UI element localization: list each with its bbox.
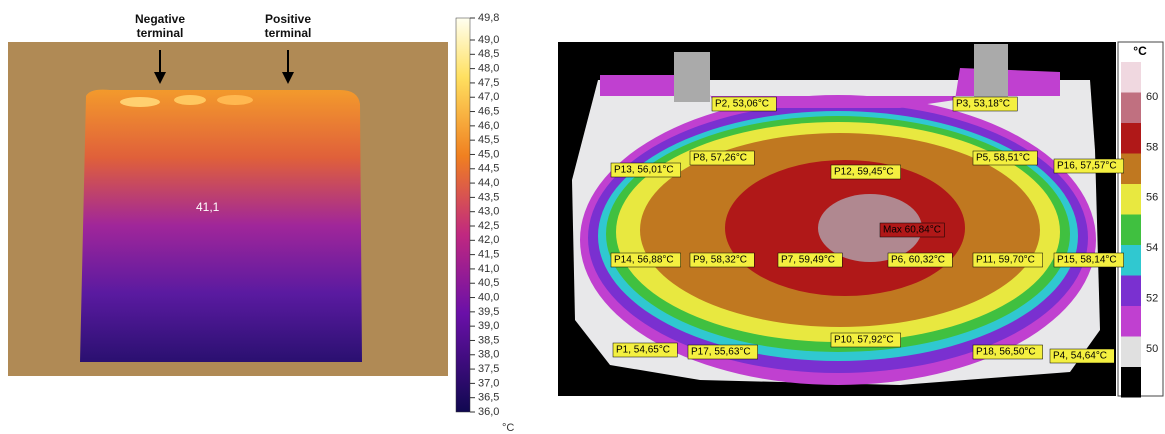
figure: °C 60 58 56 54 52 50 P2, 53,06°C P3, 53,18°C P13… (0, 0, 1165, 434)
colorbar-band (1121, 306, 1141, 337)
right-colorbar: °C 60 58 56 54 52 50 (1118, 42, 1163, 398)
colorbar-label: 38,5 (478, 334, 499, 346)
colorbar-label: 56 (1146, 192, 1158, 204)
page: °C 60 58 56 54 52 50 P2, 53,06°C P3, 53,18°C P13… (0, 0, 1165, 434)
point-label: P15, 58,14°C (1057, 255, 1117, 266)
colorbar-label: 42,0 (478, 234, 499, 246)
point-label: P2, 53,06°C (715, 99, 769, 110)
point-label: P4, 54,64°C (1053, 351, 1107, 362)
colorbar-label: 58 (1146, 141, 1158, 153)
annotation: Positive terminal (248, 12, 328, 40)
colorbar-band (1121, 154, 1141, 185)
colorbar-label: 40,0 (478, 291, 499, 303)
colorbar-label: 37,0 (478, 377, 499, 389)
colorbar-label: 60 (1146, 91, 1158, 103)
colorbar-band (1121, 93, 1141, 124)
colorbar-label: 41,0 (478, 263, 499, 275)
colorbar-label: 46,5 (478, 105, 499, 117)
colorbar-label: 47,0 (478, 91, 499, 103)
point-label: Max 60,84°C (883, 225, 941, 236)
point-label: P14, 56,88°C (614, 255, 674, 266)
point-label: P11, 59,70°C (976, 255, 1035, 266)
colorbar-label: 42,5 (478, 220, 499, 232)
colorbar-unit: °C (502, 422, 514, 434)
point-label: P9, 58,32°C (693, 255, 747, 266)
colorbar-label: 54 (1146, 242, 1158, 254)
colorbar-band (1121, 337, 1141, 368)
colorbar-band (1121, 245, 1141, 276)
colorbar-label: 52 (1146, 293, 1158, 305)
colorbar-label: 45,0 (478, 148, 499, 160)
colorbar-label: 36,0 (478, 406, 499, 418)
point-label: P7, 59,49°C (781, 255, 835, 266)
point-label: P8, 57,26°C (693, 153, 747, 164)
colorbar-label: 48,5 (478, 48, 499, 60)
colorbar-label: 47,5 (478, 77, 499, 89)
colorbar-label: 36,5 (478, 392, 499, 404)
colorbar-band (1121, 215, 1141, 246)
colorbar-label: 40,5 (478, 277, 499, 289)
colorbar-unit: °C (1133, 44, 1147, 58)
point-label: P1, 54,65°C (616, 345, 670, 356)
point-label: P6, 60,32°C (891, 255, 945, 266)
point-label: P16, 57,57°C (1057, 161, 1117, 172)
colorbar-band (1121, 62, 1141, 93)
colorbar-label: 46,0 (478, 120, 499, 132)
point-label: P3, 53,18°C (956, 99, 1010, 110)
colorbar-label: 49,8 (478, 12, 499, 24)
colorbar-label: 39,0 (478, 320, 499, 332)
colorbar-label: 37,5 (478, 363, 499, 375)
colorbar-band (1121, 184, 1141, 215)
point-label: P18, 56,50°C (976, 347, 1036, 358)
annotation: Negative terminal (120, 12, 200, 40)
point-label: P10, 57,92°C (834, 335, 894, 346)
colorbar-label: 44,0 (478, 177, 499, 189)
colorbar-band (1121, 123, 1141, 154)
colorbar-label: 43,0 (478, 206, 499, 218)
spot-reading: 41,1 (196, 200, 220, 214)
colorbar-band (1121, 276, 1141, 307)
colorbar-label: 48,0 (478, 63, 499, 75)
colorbar-label: 44,5 (478, 163, 499, 175)
colorbar-label: 50 (1146, 343, 1158, 355)
colorbar-label: 49,0 (478, 34, 499, 46)
colorbar-band (1121, 367, 1141, 398)
point-label: P13, 56,01°C (614, 165, 674, 176)
colorbar-label: 39,5 (478, 306, 499, 318)
colorbar-label: 45,5 (478, 134, 499, 146)
colorbar-label: 41,5 (478, 249, 499, 261)
point-label: P5, 58,51°C (976, 153, 1030, 164)
colorbar-label: 43,5 (478, 191, 499, 203)
point-label: P17, 55,63°C (691, 347, 751, 358)
left-thermal-image (8, 18, 470, 412)
point-label: P12, 59,45°C (834, 167, 894, 178)
colorbar-label: 38,0 (478, 349, 499, 361)
